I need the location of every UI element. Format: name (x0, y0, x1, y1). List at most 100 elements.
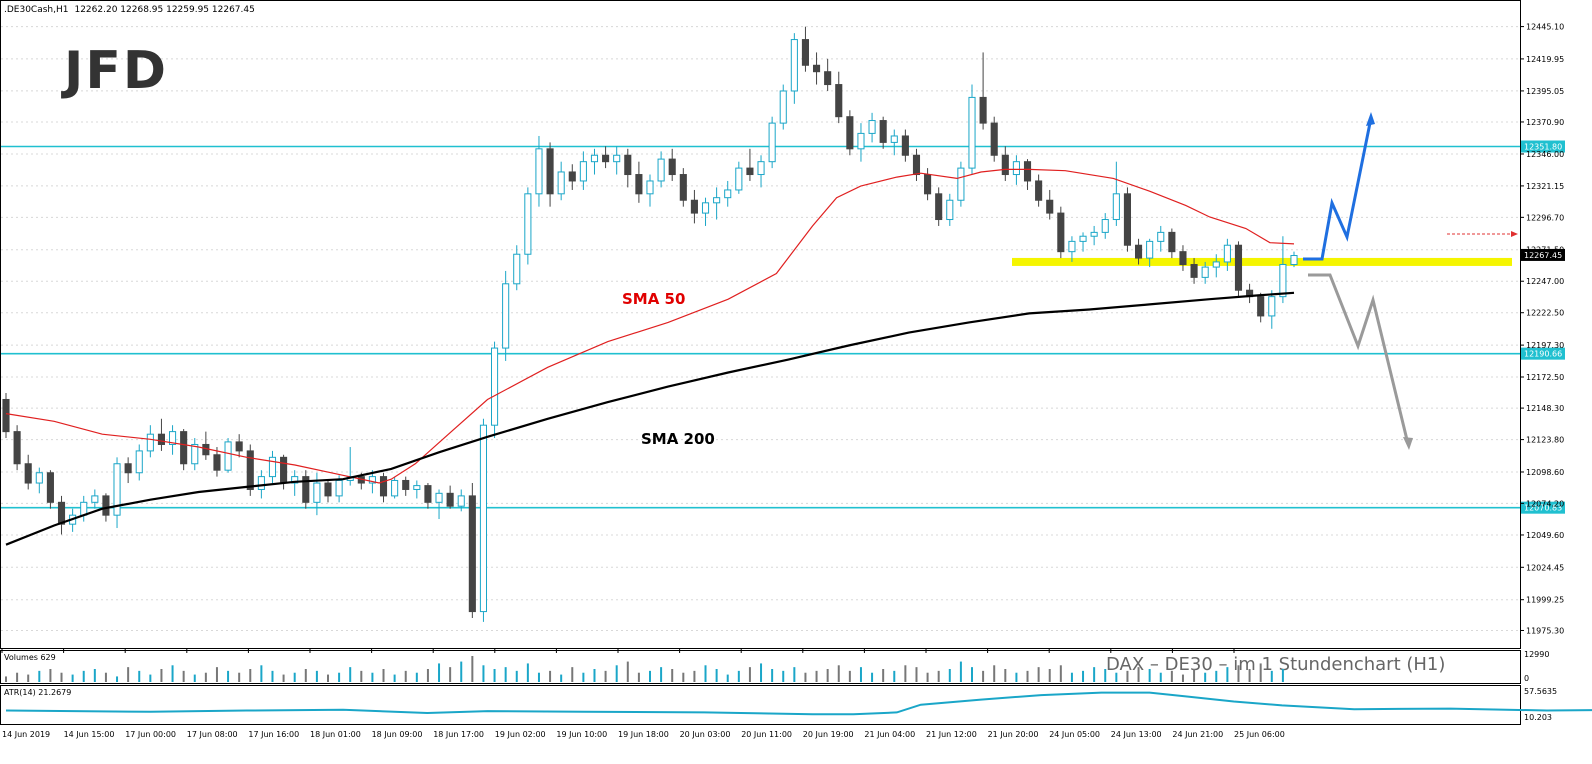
candle (990, 116, 998, 162)
x-tick-label: 18 Jun 09:00 (372, 730, 423, 739)
candle-body (35, 472, 43, 484)
level-label: 12351.80 (1524, 143, 1562, 152)
candle-body (1234, 244, 1243, 291)
scenario-arrows (1303, 112, 1518, 450)
candle (2, 393, 10, 439)
x-tick-label: 21 Jun 12:00 (926, 730, 977, 739)
x-tick-label: 14 Jun 15:00 (64, 730, 115, 739)
candle (202, 431, 210, 460)
candle-body (102, 495, 110, 516)
volume-panel-border (0, 650, 1521, 684)
sub-panel-axes: 12990 0 57.5635 10.203 (1524, 650, 1557, 722)
atr-series (5, 691, 1592, 716)
candle-body (524, 193, 532, 255)
x-tick-label: 17 Jun 00:00 (125, 730, 176, 739)
candle (1268, 290, 1276, 329)
x-tick-label: 24 Jun 13:00 (1111, 730, 1162, 739)
jfd-logo: JFD (61, 41, 168, 101)
x-tick-label: 24 Jun 21:00 (1172, 730, 1223, 739)
candle-body (746, 167, 754, 176)
candle (1023, 159, 1032, 190)
candle-body (568, 171, 576, 182)
level-label-box (1521, 140, 1565, 153)
candle-body (291, 476, 299, 484)
sma200-label: SMA 200 (641, 430, 715, 448)
x-tick-label: 17 Jun 16:00 (248, 730, 299, 739)
candle-body (835, 84, 843, 118)
candle (113, 457, 121, 529)
candle (657, 151, 665, 188)
chart-caption: DAX – DE30 – im 1 Stundenchart (H1) (1106, 654, 1445, 675)
candle-body (779, 90, 787, 124)
candle-body (1068, 240, 1076, 253)
candle-body (846, 116, 854, 150)
y-tick-label: 12321.15 (1526, 182, 1564, 191)
candle (1212, 254, 1220, 278)
candle (1168, 228, 1176, 259)
candle (413, 480, 421, 499)
y-tick-label: 11975.30 (1526, 626, 1564, 635)
candle-body (490, 347, 499, 426)
candle-body (946, 199, 954, 221)
candle-body (924, 174, 932, 195)
candle (1079, 232, 1087, 252)
candle-body (191, 443, 199, 465)
candle-body (668, 158, 676, 176)
candle (1035, 174, 1043, 207)
y-tick-label: 12346.00 (1526, 150, 1564, 159)
candle-body (690, 199, 698, 214)
candle-body (579, 161, 587, 182)
candle-body (413, 485, 421, 490)
candle (924, 168, 932, 201)
candle (302, 470, 310, 509)
candle (1123, 187, 1132, 252)
candle-body (768, 122, 776, 163)
candle (1246, 283, 1254, 304)
candle-body (1112, 193, 1120, 221)
candle-body (968, 96, 976, 169)
candle-body (857, 132, 865, 150)
candle-body (57, 501, 66, 525)
atr-line (5, 691, 1592, 716)
candle-body (435, 492, 443, 503)
candle (1290, 251, 1298, 268)
candle-body (602, 154, 610, 163)
candle-body (457, 495, 465, 507)
candle (268, 450, 277, 484)
support-zone (1012, 257, 1512, 266)
level-label: 12190.66 (1524, 350, 1562, 359)
y-tick-label: 12172.50 (1526, 373, 1564, 382)
current-price-box (1521, 248, 1565, 261)
candle-body (912, 154, 921, 176)
candle (579, 151, 587, 190)
candle-body (46, 472, 54, 503)
candle (457, 489, 465, 512)
candle (646, 174, 654, 207)
volume-tick-max: 12990 (1524, 650, 1549, 659)
level-label-box (1521, 347, 1565, 360)
candle-body (168, 431, 177, 445)
candle-body (213, 454, 221, 471)
candle (779, 84, 787, 130)
candle (735, 161, 743, 194)
volume-series (5, 656, 1284, 682)
candle-body (468, 495, 476, 613)
y-tick-label: 12296.70 (1526, 213, 1564, 222)
candle (1157, 225, 1165, 252)
y-tick-label: 12445.10 (1526, 23, 1564, 32)
candle (901, 129, 909, 162)
y-tick-label: 12395.05 (1526, 87, 1564, 96)
candle-body (2, 398, 10, 433)
x-tick-label: 20 Jun 03:00 (680, 730, 731, 739)
candle (391, 476, 399, 499)
candle-body (1179, 251, 1187, 266)
candle (624, 148, 632, 188)
candlestick-series (2, 26, 1298, 622)
candle (935, 187, 943, 226)
candle (835, 71, 843, 124)
candle-body (1223, 244, 1231, 263)
x-tick-label: 24 Jun 05:00 (1049, 730, 1100, 739)
volume-tick-zero: 0 (1524, 674, 1529, 683)
candle (757, 155, 765, 188)
